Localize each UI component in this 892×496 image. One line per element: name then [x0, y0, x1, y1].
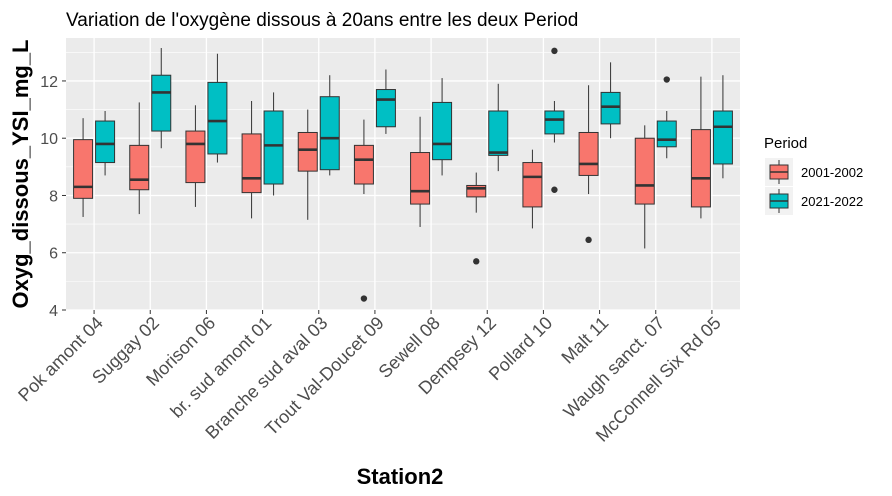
box-2021-2022-11: [712, 75, 733, 179]
box-iqr: [544, 110, 565, 135]
box-2021-2022-0: [95, 111, 116, 176]
box-2001-2002-9: [578, 85, 599, 244]
box-2021-2022-1: [151, 48, 172, 149]
box-2001-2002-0: [73, 118, 94, 217]
box-2021-2022-4: [319, 75, 340, 176]
y-tick-label: 8: [49, 188, 58, 205]
x-tick-label: Waugh sanct. 07: [559, 313, 668, 422]
box-iqr: [241, 133, 262, 194]
box-iqr: [488, 110, 509, 156]
box-iqr: [129, 144, 150, 191]
box-2021-2022-10: [656, 76, 677, 159]
box-iqr: [712, 110, 733, 165]
box-2021-2022-7: [488, 83, 509, 172]
legend: Period 2001-2002 2021-2022: [764, 135, 863, 215]
box-2001-2002-5: [353, 119, 374, 302]
box-iqr: [319, 96, 340, 171]
outlier-point: [663, 76, 670, 83]
y-tick-label: 6: [49, 246, 58, 263]
y-tick-label: 4: [49, 303, 58, 320]
y-tick-label: 12: [40, 74, 58, 91]
box-2001-2002-7: [466, 172, 487, 265]
box-iqr: [263, 110, 284, 185]
legend-label: 2021-2022: [801, 194, 863, 209]
legend-title: Period: [764, 135, 807, 152]
y-axis: 4 6 8 10 12: [40, 74, 66, 320]
grid-lines: [66, 38, 740, 311]
y-axis-title: Oxyg_dissous_YSI_mg_L: [8, 40, 33, 309]
box-2001-2002-8: [522, 149, 543, 229]
legend-label: 2001-2002: [801, 165, 863, 180]
box-2021-2022-8: [544, 47, 565, 193]
box-2001-2002-11: [690, 76, 711, 219]
box-2021-2022-3: [263, 92, 284, 196]
box-iqr: [432, 101, 453, 161]
x-axis-title: Station2: [357, 464, 444, 489]
x-tick-label: br. sud amont 01: [166, 313, 275, 422]
outlier-point: [585, 236, 592, 244]
box-iqr: [578, 131, 599, 176]
legend-item-2001-2002: 2001-2002: [765, 158, 863, 186]
box-iqr: [207, 81, 228, 155]
y-tick-label: 10: [40, 131, 58, 148]
box-iqr: [656, 120, 677, 148]
outlier-point: [473, 258, 480, 265]
box-iqr: [634, 137, 655, 205]
box-2021-2022-5: [375, 69, 396, 134]
box-2001-2002-2: [185, 105, 206, 207]
box-iqr: [600, 91, 621, 125]
box-iqr: [73, 139, 94, 199]
x-tick-label: Pok amont 04: [14, 313, 107, 406]
box-2001-2002-6: [410, 116, 431, 227]
box-iqr: [410, 152, 431, 205]
box-iqr: [297, 131, 318, 172]
box-iqr: [185, 130, 206, 184]
outlier-point: [551, 47, 558, 55]
box-2001-2002-4: [297, 109, 318, 220]
x-tick-label: Malt 11: [557, 313, 612, 368]
box-2001-2002-1: [129, 102, 150, 215]
box-iqr: [375, 89, 396, 128]
box-iqr: [95, 120, 116, 164]
boxes: [73, 47, 733, 302]
plot-panel: [66, 38, 740, 310]
box-iqr: [690, 129, 711, 208]
legend-item-2021-2022: 2021-2022: [765, 187, 863, 215]
box-iqr: [353, 144, 374, 185]
box-iqr: [466, 184, 487, 198]
outlier-point: [360, 295, 368, 302]
box-iqr: [522, 162, 543, 208]
box-2021-2022-9: [600, 62, 621, 139]
box-2001-2002-3: [241, 100, 262, 219]
chart-title: Variation de l'oxygène dissous à 20ans e…: [66, 10, 578, 31]
box-2001-2002-10: [634, 125, 655, 249]
box-2021-2022-2: [207, 53, 228, 163]
outlier-point: [551, 186, 558, 193]
box-2021-2022-6: [432, 78, 453, 176]
box-iqr: [151, 74, 172, 132]
